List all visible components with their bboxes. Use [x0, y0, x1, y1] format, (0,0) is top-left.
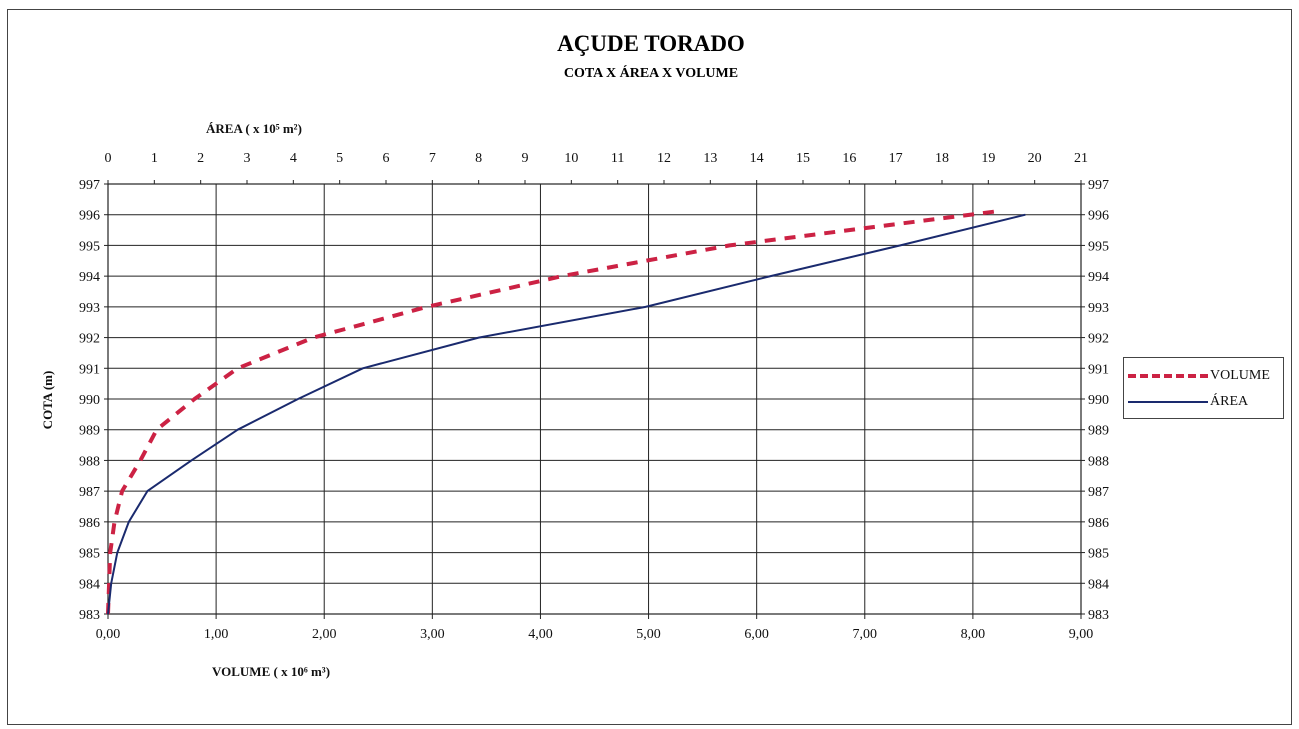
y-tick-label-left: 992: [79, 332, 100, 347]
tick-layer: 997 997 996 996 995 995 994 994 993 993 992 992 991 9…: [79, 151, 1109, 642]
y-tick-label-right: 988: [1088, 454, 1109, 469]
series-line-area: [107, 213, 1026, 615]
y-tick-label-right: 990: [1088, 393, 1109, 408]
y-tick-label-right: 996: [1088, 209, 1109, 224]
x-bottom-tick-label: 4,00: [528, 627, 553, 642]
chart-frame: [7, 9, 1292, 725]
x-bottom-tick-label: 0,00: [96, 627, 121, 642]
x-bottom-tick-label: 7,00: [853, 627, 878, 642]
x-top-tick-label: 16: [842, 151, 856, 166]
bottom-axis-label: VOLUME ( x 10⁶ m³): [212, 664, 330, 679]
x-top-tick-label: 2: [197, 151, 204, 166]
bottom-axis-label-unit: ( x 10⁶ m³): [274, 664, 331, 679]
y-tick-label-right: 987: [1088, 485, 1109, 500]
x-top-tick-label: 11: [611, 151, 624, 166]
legend-label-volume: VOLUME: [1210, 368, 1270, 383]
y-tick-label-left: 988: [79, 454, 100, 469]
x-top-tick-label: 1: [151, 151, 158, 166]
y-tick-label-right: 983: [1088, 608, 1109, 623]
x-top-tick-label: 20: [1028, 151, 1042, 166]
y-tick-label-left: 986: [79, 516, 100, 531]
y-tick-label-right: 989: [1088, 424, 1109, 439]
y-tick-label-right: 985: [1088, 547, 1109, 562]
x-top-tick-label: 3: [244, 151, 251, 166]
x-top-tick-label: 10: [564, 151, 578, 166]
y-tick-label-right: 992: [1088, 332, 1109, 347]
y-tick-label-left: 989: [79, 424, 100, 439]
x-top-tick-label: 12: [657, 151, 671, 166]
x-top-tick-label: 5: [336, 151, 343, 166]
x-bottom-tick-label: 1,00: [204, 627, 229, 642]
series-layer: [106, 209, 1026, 615]
legend-item-area: ÁREA: [1128, 392, 1248, 412]
y-tick-label-left: 987: [79, 485, 100, 500]
legend: VOLUME ÁREA: [1123, 357, 1284, 419]
legend-swatch-area: [1128, 401, 1208, 403]
legend-item-volume: VOLUME: [1128, 366, 1270, 386]
y-tick-label-right: 991: [1088, 362, 1109, 377]
x-top-tick-label: 21: [1074, 151, 1088, 166]
top-axis-label-unit: ( x 10⁵ m²): [245, 121, 302, 136]
legend-label-area: ÁREA: [1210, 394, 1249, 409]
x-top-tick-label: 13: [703, 151, 717, 166]
y-tick-label-left: 985: [79, 547, 100, 562]
x-top-tick-label: 18: [935, 151, 949, 166]
grid-layer: [104, 180, 1085, 619]
x-top-tick-label: 9: [522, 151, 529, 166]
y-axis-label: COTA (m): [40, 371, 55, 430]
chart-title: AÇUDE TORADO: [557, 31, 745, 56]
y-tick-label-right: 993: [1088, 301, 1109, 316]
x-bottom-tick-label: 6,00: [744, 627, 769, 642]
x-bottom-tick-label: 5,00: [636, 627, 661, 642]
y-tick-label-left: 994: [79, 270, 100, 285]
x-top-tick-label: 8: [475, 151, 482, 166]
x-bottom-tick-label: 9,00: [1069, 627, 1094, 642]
series-line-volume: [106, 209, 995, 615]
y-tick-label-left: 984: [79, 577, 100, 592]
top-axis-label: ÁREA ( x 10⁵ m²): [206, 121, 302, 136]
x-top-tick-label: 0: [105, 151, 112, 166]
y-tick-label-right: 994: [1088, 270, 1109, 285]
bottom-axis-label-name: VOLUME: [212, 664, 270, 679]
x-bottom-tick-label: 3,00: [420, 627, 445, 642]
y-tick-label-right: 995: [1088, 239, 1109, 254]
x-top-tick-label: 7: [429, 151, 436, 166]
y-tick-label-left: 990: [79, 393, 100, 408]
y-tick-label-left: 997: [79, 178, 100, 193]
x-top-tick-label: 15: [796, 151, 810, 166]
chart-subtitle: COTA X ÁREA X VOLUME: [564, 64, 738, 81]
legend-swatch-volume: [1128, 374, 1208, 378]
y-tick-label-left: 991: [79, 362, 100, 377]
y-tick-label-right: 997: [1088, 178, 1109, 193]
x-top-tick-label: 19: [981, 151, 995, 166]
top-axis-label-name: ÁREA: [206, 121, 243, 136]
y-tick-label-left: 996: [79, 209, 100, 224]
y-tick-label-left: 993: [79, 301, 100, 316]
y-tick-label-right: 986: [1088, 516, 1109, 531]
x-top-tick-label: 17: [889, 151, 903, 166]
x-top-tick-label: 4: [290, 151, 297, 166]
x-top-tick-label: 14: [750, 151, 764, 166]
y-tick-label-right: 984: [1088, 577, 1109, 592]
y-tick-label-left: 995: [79, 239, 100, 254]
x-top-tick-label: 6: [383, 151, 390, 166]
x-bottom-tick-label: 2,00: [312, 627, 337, 642]
y-tick-label-left: 983: [79, 608, 100, 623]
x-bottom-tick-label: 8,00: [961, 627, 986, 642]
